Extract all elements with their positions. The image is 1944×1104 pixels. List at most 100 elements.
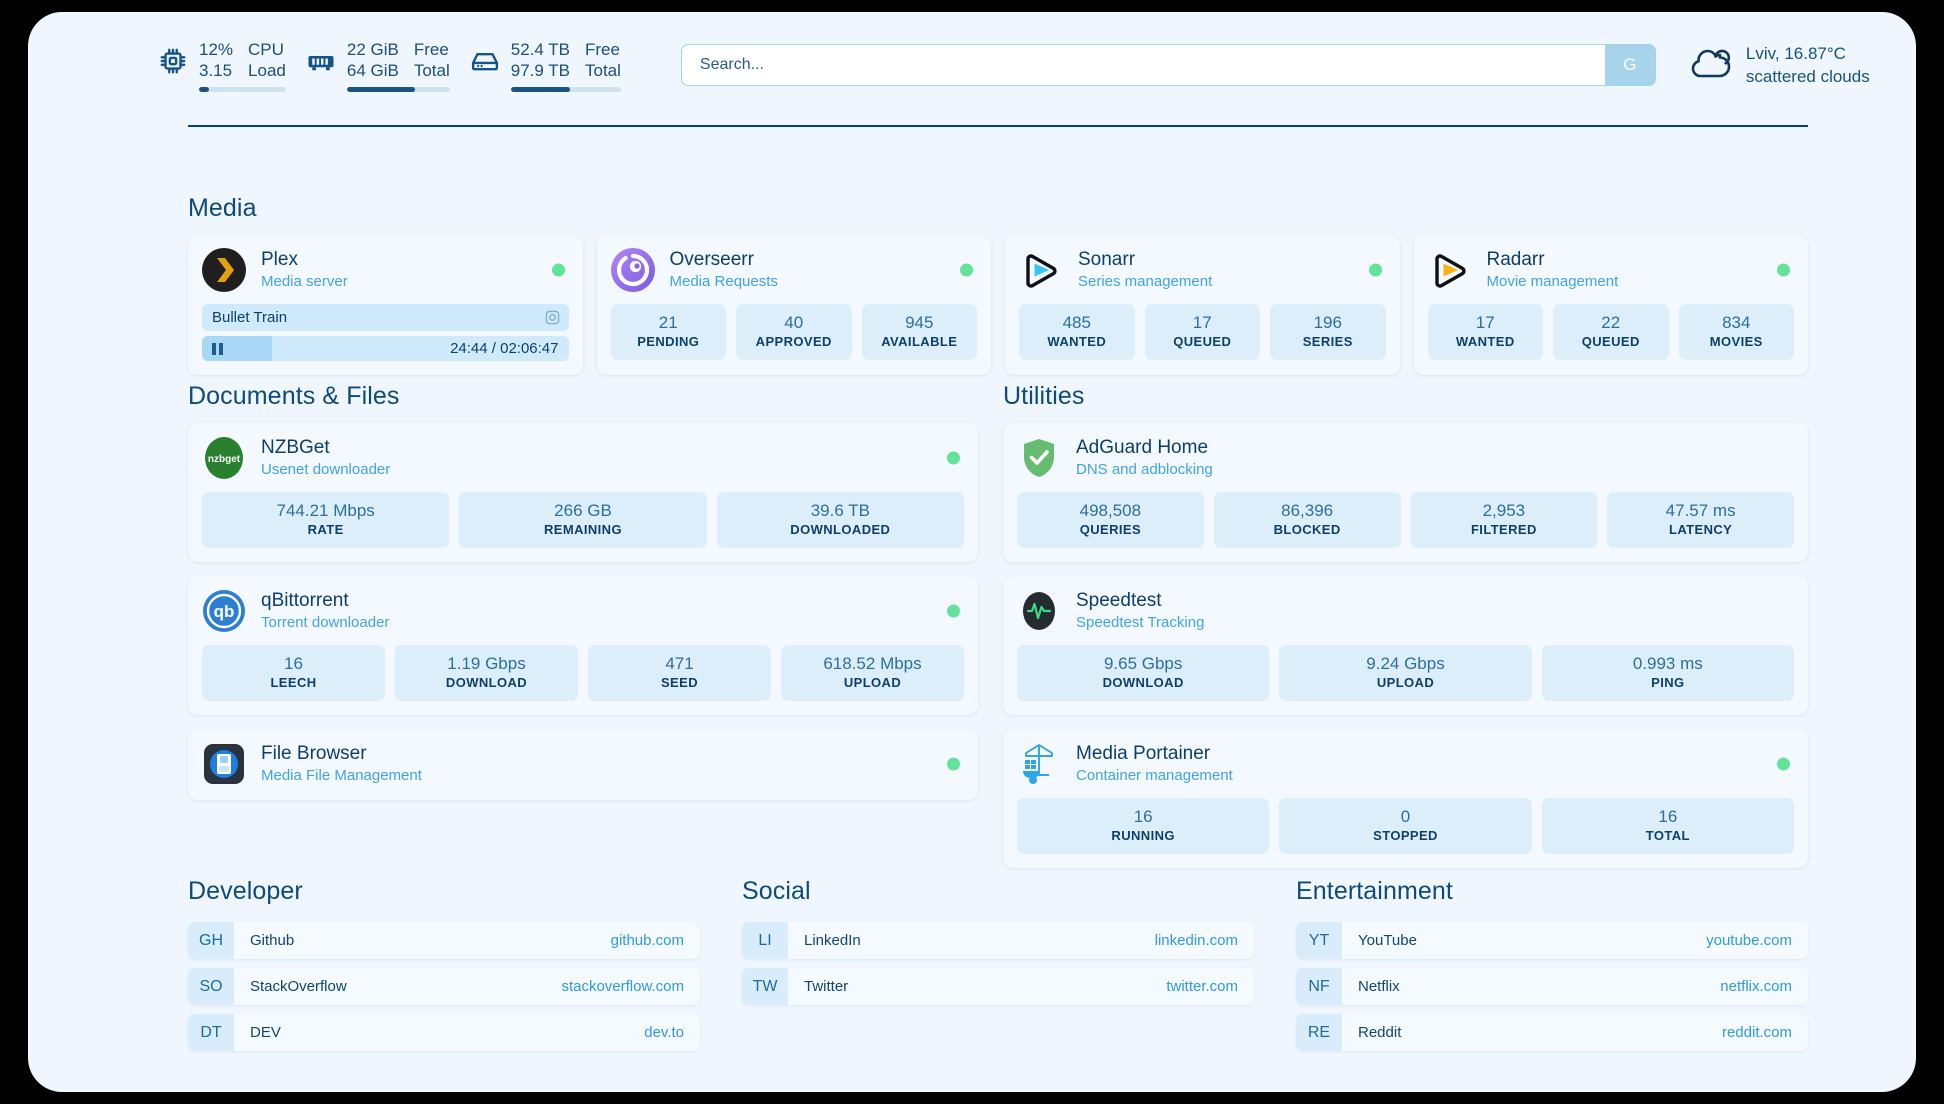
bookmark-link-li[interactable]: LI LinkedIn linkedin.com	[742, 922, 1254, 959]
tile-label: LEECH	[270, 675, 317, 690]
bookmark-name: Github	[250, 932, 295, 949]
bookmark-abbr: RE	[1296, 1014, 1342, 1051]
tile-value: 22	[1601, 313, 1621, 332]
stat-tile[interactable]: 17 WANTED	[1427, 304, 1543, 360]
stat-tiles: 498,508 QUERIES 86,396 BLOCKED 2,953 FILTERED…	[1017, 492, 1794, 548]
bookmark-link-so[interactable]: SO StackOverflow stackoverflow.com	[188, 968, 700, 1005]
service-card-adguard-home[interactable]: AdGuard Home DNS and adblocking 498,508 QUE…	[1003, 423, 1808, 562]
bookmark-link-yt[interactable]: YT YouTube youtube.com	[1296, 922, 1808, 959]
overseerr-logo-icon	[610, 248, 655, 292]
bookmark-link-gh[interactable]: GH Github github.com	[188, 922, 700, 959]
stat-memory: 22 GiB 64 GiB Free Total	[306, 39, 450, 92]
tile-label: APPROVED	[755, 334, 832, 349]
tile-value: 17	[1475, 313, 1495, 332]
tile-label: SEED	[660, 675, 698, 690]
stat-tile[interactable]: 196 SERIES	[1270, 304, 1386, 360]
tile-value: 498,508	[1079, 501, 1142, 520]
qbittorrent-logo-icon: qb	[202, 589, 246, 633]
service-card-media-portainer[interactable]: Media Portainer Container management 16 RUN…	[1003, 729, 1808, 868]
bookmark-link-nf[interactable]: NF Netflix netflix.com	[1296, 968, 1808, 1005]
utilities-section: Utilities AdGuard Home DNS and adblocking…	[1003, 382, 1808, 868]
weather-widget: Lviv, 16.87°C scattered clouds	[1690, 42, 1870, 88]
status-indicator-dot	[1777, 263, 1790, 277]
bookmark-group-title: Social	[742, 877, 811, 905]
cast-icon[interactable]	[545, 310, 560, 329]
tile-label: LATENCY	[1669, 522, 1733, 537]
svg-text:nzbget: nzbget	[208, 454, 241, 465]
service-card-plex[interactable]: Plex Media server Bullet Train 24:44 / 02:0…	[188, 235, 583, 375]
stat-tile[interactable]: 498,508 QUERIES	[1017, 492, 1204, 548]
system-stats: 12% 3.15 CPU Load 22 GiB 64 GiB Free Total 52.4 …	[158, 39, 621, 92]
stat-tile[interactable]: 47.57 ms LATENCY	[1607, 492, 1794, 548]
stat-tile[interactable]: 2,953 FILTERED	[1410, 492, 1598, 548]
stat-tile[interactable]: 744.21 Mbps RATE	[202, 492, 450, 548]
stat-tile[interactable]: 21 PENDING	[610, 304, 726, 360]
tile-value: 16	[1133, 807, 1153, 826]
stat-tile[interactable]: 40 APPROVED	[736, 304, 852, 360]
status-indicator-dot	[1777, 757, 1790, 771]
search-submit-button[interactable]: G	[1604, 45, 1655, 85]
stat-tile[interactable]: 834 MOVIES	[1678, 304, 1794, 360]
nzbget-logo-icon: nzbget	[202, 436, 246, 480]
service-card-sonarr[interactable]: Sonarr Series management 485 WANTED 17 QUEUED…	[1005, 235, 1400, 375]
stat-tile[interactable]: 0.993 ms PING	[1541, 645, 1794, 701]
bookmark-url: youtube.com	[1706, 932, 1792, 949]
stat-tile[interactable]: 945 AVAILABLE	[861, 304, 977, 360]
tile-label: RATE	[307, 522, 344, 537]
search-bar[interactable]: G	[680, 44, 1656, 86]
card-title: NZBGet	[261, 437, 330, 458]
service-card-overseerr[interactable]: Overseerr Media Requests 21 PENDING 40 APPROV…	[596, 235, 991, 375]
status-indicator-dot	[947, 604, 960, 618]
stat-disk: 52.4 TB 97.9 TB Free Total	[470, 39, 621, 92]
bookmark-link-re[interactable]: RE Reddit reddit.com	[1296, 1014, 1808, 1051]
search-input[interactable]	[681, 45, 1605, 85]
stat-tiles: 21 PENDING 40 APPROVED 945 AVAILABLE	[610, 304, 977, 360]
bookmark-name: Reddit	[1358, 1024, 1402, 1041]
stat-tile[interactable]: 16 RUNNING	[1017, 798, 1270, 854]
bookmark-link-tw[interactable]: TW Twitter twitter.com	[742, 968, 1254, 1005]
status-indicator-dot	[1368, 263, 1382, 277]
bookmark-group-social: Social LI LinkedIn linkedin.com TW Twitter twi…	[742, 877, 1254, 1060]
tile-label: PING	[1651, 675, 1685, 690]
plex-logo-icon	[202, 248, 246, 292]
tile-label: UPLOAD	[843, 675, 902, 690]
stat-tile[interactable]: 618.52 Mbps UPLOAD	[781, 645, 964, 701]
stat-tile[interactable]: 9.24 Gbps UPLOAD	[1279, 645, 1532, 701]
stat-tile[interactable]: 16 TOTAL	[1541, 798, 1794, 854]
stat-tile[interactable]: 9.65 Gbps DOWNLOAD	[1017, 645, 1270, 701]
stat-tiles: 744.21 Mbps RATE 266 GB REMAINING 39.6 TB DOW…	[202, 492, 964, 548]
pause-icon[interactable]	[212, 342, 223, 355]
stat-tile[interactable]: 86,396 BLOCKED	[1213, 492, 1401, 548]
plex-player[interactable]: Bullet Train 24:44 / 02:06:47	[202, 304, 569, 361]
stat-value-primary: 52.4 TB	[510, 39, 570, 59]
stat-tile[interactable]: 1.19 Gbps DOWNLOAD	[395, 645, 578, 701]
bookmark-link-dt[interactable]: DT DEV dev.to	[188, 1014, 700, 1051]
tile-value: 1.19 Gbps	[447, 654, 526, 673]
service-card-speedtest[interactable]: Speedtest Speedtest Tracking 9.65 Gbps DOWN…	[1003, 576, 1808, 715]
stat-label-secondary: Total	[413, 60, 450, 80]
stat-tile[interactable]: 266 GB REMAINING	[459, 492, 707, 548]
service-card-file-browser[interactable]: File Browser Media File Management	[188, 729, 978, 800]
service-card-nzbget[interactable]: nzbget NZBGet Usenet downloader 744.21 Mbps…	[188, 423, 978, 562]
stat-tile[interactable]: 22 QUEUED	[1553, 304, 1669, 360]
service-card-radarr[interactable]: Radarr Movie management 17 WANTED 22 QUEUED 83…	[1413, 235, 1808, 375]
stat-tile[interactable]: 16 LEECH	[202, 645, 385, 701]
service-card-qbittorrent[interactable]: qb qBittorrent Torrent downloader 16 LEECH 1.…	[188, 576, 978, 715]
bookmark-name: DEV	[250, 1024, 281, 1041]
card-title: Plex	[261, 249, 298, 270]
stat-tiles: 16 LEECH 1.19 Gbps DOWNLOAD 471 SEED 618.52 Mb…	[202, 645, 964, 701]
card-title: qBittorrent	[261, 590, 349, 611]
stat-tile[interactable]: 471 SEED	[588, 645, 771, 701]
stat-tile[interactable]: 485 WANTED	[1019, 304, 1135, 360]
card-title: AdGuard Home	[1076, 437, 1209, 458]
stat-tile[interactable]: 0 STOPPED	[1279, 798, 1532, 854]
playback-progress-bar[interactable]: 24:44 / 02:06:47	[202, 336, 569, 361]
utilities-card-list: AdGuard Home DNS and adblocking 498,508 QUE…	[1003, 423, 1808, 868]
stat-tile[interactable]: 39.6 TB DOWNLOADED	[716, 492, 964, 548]
tile-label: WANTED	[1455, 334, 1515, 349]
tile-value: 9.65 Gbps	[1103, 654, 1183, 673]
tile-label: AVAILABLE	[881, 334, 958, 349]
stat-label-secondary: Load	[248, 60, 286, 80]
stat-label-secondary: Total	[585, 60, 621, 80]
stat-tile[interactable]: 17 QUEUED	[1144, 304, 1260, 360]
